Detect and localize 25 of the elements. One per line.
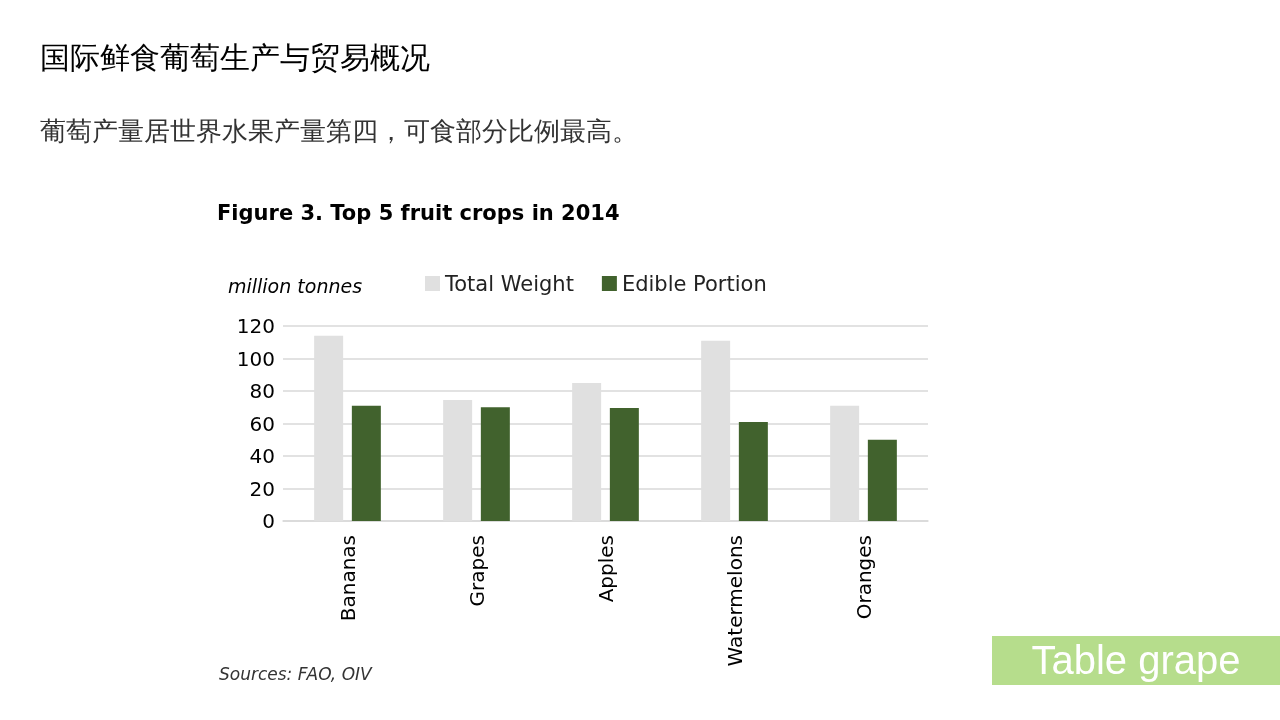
x-tick-label: Grapes	[464, 535, 489, 607]
y-tick-label: 100	[236, 346, 275, 371]
bar	[738, 421, 768, 521]
bar	[609, 408, 639, 521]
y-tick-label: 60	[249, 411, 275, 436]
caption: Figure 3. Top 5 fruit crops in 2014	[217, 201, 620, 225]
legend-label: Total Weight	[444, 271, 574, 296]
y-tick-label: 20	[249, 476, 275, 501]
bar	[480, 407, 510, 521]
y-tick-label: 80	[249, 379, 275, 403]
chart-subtitle: 葡萄产量居世界水果产量第四，可食部分比例最高。	[40, 115, 638, 148]
legend-label: Edible Portion	[621, 271, 767, 296]
x-tick-label: Apples	[593, 535, 618, 603]
bar	[351, 405, 381, 521]
text: Table grape	[992, 636, 1280, 685]
bar	[867, 439, 897, 521]
y-tick-label: 120	[236, 314, 275, 338]
y-tick-label: 40	[249, 444, 275, 468]
y-tick-label: 0	[262, 509, 275, 533]
source-note: Sources: FAO, OIV	[219, 664, 372, 684]
x-tick-label: Watermelons	[722, 535, 747, 667]
y-axis-title: million tonnes	[228, 275, 363, 297]
x-tick-label: Oranges	[851, 535, 876, 620]
x-tick-label: Bananas	[335, 535, 360, 622]
chart-title: 国际鲜食葡萄生产与贸易概况	[40, 39, 430, 77]
